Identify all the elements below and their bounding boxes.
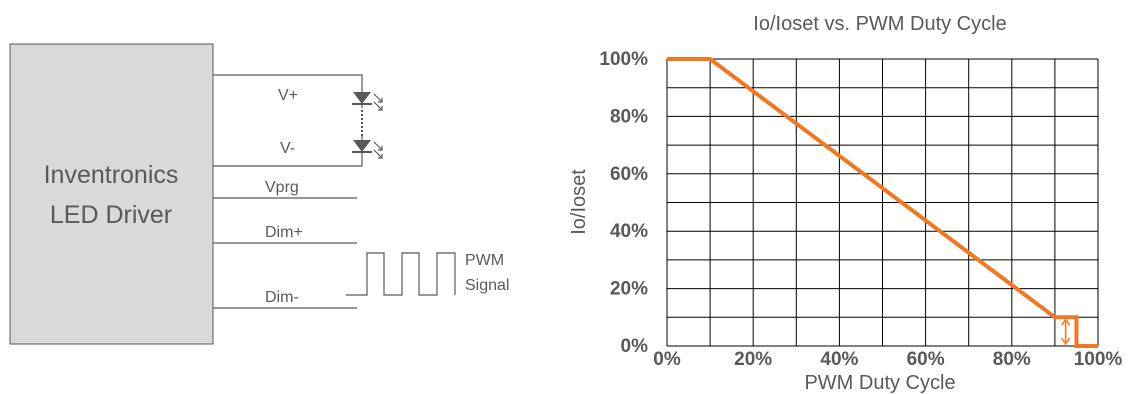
x-tick-label: 80% [993,349,1031,370]
led-bottom-icon [353,140,371,152]
pin-label-vprg: Vprg [265,179,299,196]
y-tick-labels: 0% 20% 40% 60% 80% 100% [599,49,648,357]
driver-label-line2: LED Driver [50,201,172,229]
series-layer [667,57,1098,348]
y-tick-label: 60% [610,164,648,185]
arrow-up-icon [1061,317,1071,326]
driver-label-line1: Inventronics [44,161,179,189]
y-tick-label: 80% [610,106,648,127]
chart-title: Io/Ioset vs. PWM Duty Cycle [753,13,1006,35]
x-tick-label: 60% [907,349,945,370]
led-driver-box [9,43,214,345]
pwm-label-line1: PWM [465,252,504,269]
wire-v-plus [213,74,363,92]
pin-label-v-minus: V- [280,140,295,157]
y-axis-label: Io/Ioset [568,169,590,235]
y-tick-label: 0% [621,336,649,357]
arrow-down-icon [1061,337,1071,346]
y-tick-label: 100% [599,49,648,70]
x-tick-label: 0% [653,349,681,370]
wires [213,74,363,309]
x-tick-labels: 0% 20% 40% 60% 80% 100% [653,349,1122,370]
y-tick-label: 20% [610,279,648,300]
light-rays-icon [373,93,383,159]
wiring-diagram: Inventronics LED Driver [9,43,509,345]
annotation-layer [1061,317,1071,346]
pin-label-dim-plus: Dim+ [265,224,303,241]
wire-v-minus [213,154,363,167]
y-tick-label: 40% [610,221,648,242]
pin-label-v-plus: V+ [278,87,298,104]
chart-grid [666,58,1099,347]
pwm-label-line2: Signal [465,277,509,294]
led-string [352,92,383,159]
duty-cycle-chart: Io/Ioset vs. PWM Duty Cycle 0% 20% 40% 60% 8… [568,13,1122,394]
x-tick-label: 40% [820,349,858,370]
x-axis-label: PWM Duty Cycle [804,372,955,394]
series-line [667,57,1098,348]
x-tick-label: 20% [734,349,772,370]
x-tick-label: 100% [1074,349,1123,370]
pwm-waveform-icon [346,252,456,296]
led-top-icon [353,92,371,104]
pin-label-dim-minus: Dim- [265,289,299,306]
